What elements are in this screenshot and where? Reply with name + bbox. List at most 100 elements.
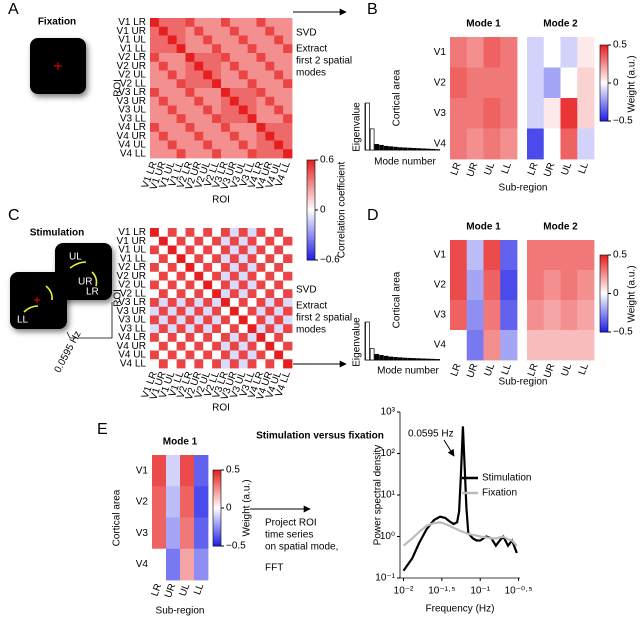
- heatmap-cell: [527, 128, 545, 160]
- colorbar-segment: [307, 250, 315, 253]
- heatmap-cell: [150, 140, 160, 150]
- heatmap-cell: [221, 123, 231, 133]
- heatmap-cell: [176, 306, 186, 316]
- heatmap-cell: [158, 350, 169, 360]
- heatmap-cell: [158, 61, 169, 71]
- bar: [407, 147, 412, 151]
- colorbar-segment: [600, 328, 608, 331]
- heatmap-cell: [229, 131, 240, 141]
- heatmap-cell: [194, 26, 204, 36]
- colorbar-segment: [600, 92, 608, 95]
- heatmap-cell: [203, 140, 213, 150]
- heatmap-cell: [577, 270, 595, 301]
- heatmap-cell: [283, 298, 293, 308]
- heatmap-cell: [185, 341, 195, 351]
- colorbar-segment: [213, 540, 221, 543]
- column-label: LL: [500, 362, 514, 377]
- heatmap-cell: [167, 289, 178, 299]
- colorbar-segment: [307, 237, 315, 241]
- colorbar-segment: [600, 96, 608, 99]
- heatmap-cell: [212, 79, 222, 89]
- colorbar-segment: [307, 215, 315, 218]
- heatmap-cell: [256, 228, 266, 238]
- heatmap-cell: [221, 105, 231, 115]
- heatmap-cell: [150, 53, 160, 63]
- colorbar-segment: [600, 94, 608, 97]
- heatmap-cell: [577, 330, 595, 361]
- row-label: V1: [136, 465, 149, 476]
- heatmap-cell: [158, 306, 169, 316]
- heatmap-cell: [203, 350, 213, 360]
- heatmap-cell: [212, 149, 222, 159]
- colorbar-segment: [307, 172, 315, 176]
- row-label: V1 UR: [117, 236, 146, 247]
- row-label: V4 UL: [118, 140, 146, 151]
- heatmap-cell: [256, 263, 266, 273]
- heatmap-cell: [247, 324, 257, 334]
- colorbar-segment: [600, 318, 608, 321]
- heatmap-cell: [212, 228, 222, 238]
- heatmap-cell: [274, 263, 284, 273]
- row-label: V2 LR: [118, 52, 146, 63]
- bar: [374, 144, 380, 151]
- column-label: LR: [449, 362, 464, 378]
- heatmap-cell: [274, 123, 284, 133]
- heatmap-cell: [167, 236, 178, 246]
- x-axis-label: Sub-region: [156, 606, 205, 617]
- row-label: V3 UL: [118, 315, 146, 326]
- heatmap-cell: [166, 517, 181, 550]
- heatmap-cell: [221, 96, 231, 106]
- heatmap-cell: [203, 359, 213, 369]
- heatmap-cell: [274, 306, 284, 316]
- heatmap-cell: [247, 114, 257, 124]
- heatmap-cell: [500, 240, 518, 271]
- y-tick-label: 10⁻¹: [375, 573, 395, 584]
- colorbar-segment: [307, 190, 315, 193]
- y-tick-label: 10³: [381, 407, 396, 418]
- heatmap-cell: [283, 280, 293, 290]
- heatmap-cell: [221, 149, 231, 159]
- heatmap-cell: [150, 254, 160, 264]
- heatmap-cell: [238, 149, 249, 159]
- colorbar-segment: [213, 470, 221, 473]
- heatmap-cell: [185, 350, 195, 360]
- colorbar-segment: [307, 200, 315, 203]
- heatmap-cell: [265, 341, 275, 351]
- heatmap-cell: [158, 271, 169, 281]
- heatmap-cell: [500, 128, 518, 160]
- column-label: UR: [465, 161, 480, 178]
- heatmap-cell: [167, 306, 178, 316]
- heatmap-title: Mode 2: [543, 19, 578, 30]
- heatmap-cell: [274, 26, 284, 36]
- heatmap-cell: [185, 306, 195, 316]
- column-label: UR: [542, 362, 557, 379]
- heatmap-cell: [221, 289, 231, 299]
- colorbar-segment: [307, 180, 315, 183]
- colorbar-segment: [600, 299, 608, 302]
- heatmap-cell: [238, 79, 249, 89]
- heatmap-cell: [221, 18, 231, 28]
- column-label: LR: [449, 161, 464, 177]
- panel-letter: A: [8, 1, 19, 18]
- heatmap-cell: [229, 254, 240, 264]
- colorbar-segment: [307, 197, 315, 201]
- colorbar-segment: [307, 222, 315, 226]
- heatmap-cell: [256, 315, 266, 325]
- bar: [397, 357, 403, 361]
- heatmap-cell: [203, 315, 213, 325]
- heatmap-cell: [265, 324, 275, 334]
- heatmap-cell: [450, 240, 468, 271]
- heatmap-cell: [203, 79, 213, 89]
- heatmap-cell: [158, 105, 169, 115]
- heatmap-cell: [560, 37, 578, 68]
- heatmap-cell: [527, 300, 545, 331]
- heatmap-cell: [256, 131, 266, 141]
- heatmap-cell: [560, 270, 578, 301]
- heatmap-cell: [229, 88, 240, 98]
- colorbar-segment: [600, 119, 608, 122]
- colorbar-segment: [307, 175, 315, 178]
- heatmap-cell: [274, 35, 284, 45]
- heatmap-cell: [283, 333, 293, 343]
- heatmap-cell: [221, 350, 231, 360]
- heatmap-cell: [185, 79, 195, 89]
